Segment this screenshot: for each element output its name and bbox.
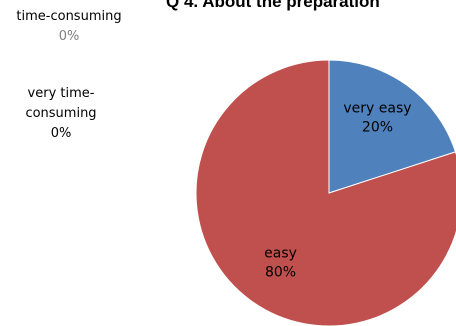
pie-slice-easy <box>195 59 456 326</box>
slice-label-very-easy: very easy <box>343 100 411 116</box>
slice-value-time-consuming: 0% <box>59 29 80 44</box>
pie-slices <box>195 59 456 326</box>
slice-label-easy: easy <box>264 246 297 262</box>
slice-value-very-time-consuming: 0% <box>51 126 72 141</box>
pie-labels: very easy 20% easy 80% time-consuming 0% very … <box>16 9 411 281</box>
slice-value-easy: 80% <box>265 265 296 281</box>
slice-value-very-easy: 20% <box>362 119 393 135</box>
slice-label-very-time-consuming-line-2: consuming <box>25 106 96 121</box>
chart-title: Q 4. About the preparation <box>166 0 380 11</box>
pie-slice-very-easy <box>328 59 456 194</box>
slice-label-time-consuming: time-consuming <box>16 9 121 24</box>
slice-label-very-time-consuming-line-1: very time- <box>28 86 95 101</box>
